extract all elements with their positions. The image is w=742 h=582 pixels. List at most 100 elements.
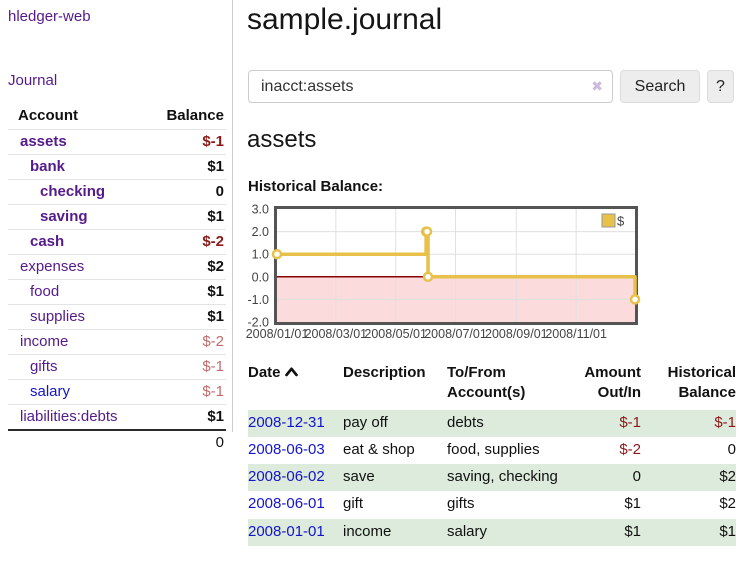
- date-header-label: Date: [248, 364, 281, 381]
- transaction-amount: $-2: [619, 440, 641, 458]
- transaction-amount: $-1: [619, 413, 641, 431]
- help-button[interactable]: ?: [707, 70, 734, 103]
- account-row: gifts $-1: [8, 354, 226, 379]
- sidebar: hledger-web Journal Account Balance asse…: [0, 0, 232, 451]
- transaction-description: eat & shop: [343, 440, 415, 458]
- account-balance: $-1: [202, 383, 224, 400]
- svg-text:2008/07/01: 2008/07/01: [424, 327, 487, 341]
- svg-text:2008/01/01: 2008/01/01: [246, 327, 309, 341]
- account-link[interactable]: saving: [40, 208, 88, 225]
- svg-text:2008/05/01: 2008/05/01: [364, 327, 427, 341]
- description-column-header: Description: [343, 364, 426, 381]
- transaction-date-link[interactable]: 2008-06-03: [248, 440, 325, 458]
- account-heading: assets: [247, 126, 317, 153]
- register-body: 2008-12-31 pay off debts $-1 $-1 2008-06…: [248, 409, 736, 546]
- account-link[interactable]: expenses: [20, 258, 85, 275]
- transaction-accounts: food, supplies: [447, 440, 540, 458]
- chart-canvas: 3.0 2.0 1.0 0.0 -1.0 -2.02008/01/012008/03/01…: [246, 203, 641, 341]
- account-row: saving $1: [8, 204, 226, 229]
- sidebar-divider: [232, 0, 233, 432]
- page-title: sample.journal: [247, 3, 443, 36]
- transaction-row[interactable]: 2008-06-03 eat & shop food, supplies $-2…: [248, 437, 736, 464]
- account-row: expenses $2: [8, 254, 226, 279]
- account-balance: $1: [207, 158, 224, 175]
- account-row: cash $-2: [8, 229, 226, 254]
- transaction-row[interactable]: 2008-06-01 gift gifts $1 $2: [248, 491, 736, 518]
- account-link[interactable]: checking: [40, 183, 106, 200]
- account-link[interactable]: gifts: [30, 358, 58, 375]
- svg-text:2008/03/01: 2008/03/01: [305, 327, 368, 341]
- accounts-table-header: Account Balance: [8, 105, 226, 129]
- svg-text:$: $: [617, 214, 625, 229]
- svg-text:2.0: 2.0: [252, 225, 269, 239]
- account-link[interactable]: food: [30, 283, 60, 300]
- transaction-amount: $1: [624, 522, 641, 540]
- sidebar-item-journal[interactable]: Journal: [8, 72, 58, 89]
- account-link[interactable]: salary: [30, 383, 71, 400]
- register-header-row: Date Description To/From Account(s) Amou…: [248, 360, 736, 410]
- svg-text:2008/11/01: 2008/11/01: [545, 327, 607, 341]
- svg-text:3.0: 3.0: [252, 203, 269, 217]
- svg-text:-2.0: -2.0: [247, 316, 269, 330]
- account-row: assets $-1: [8, 129, 226, 154]
- transaction-row[interactable]: 2008-12-31 pay off debts $-1 $-1: [248, 409, 736, 437]
- account-link[interactable]: supplies: [30, 308, 86, 325]
- date-column-header[interactable]: Date: [248, 360, 343, 410]
- account-balance: $-2: [202, 333, 224, 350]
- transaction-balance: $1: [719, 522, 736, 540]
- transaction-row[interactable]: 2008-06-02 save saving, checking 0 $2: [248, 464, 736, 492]
- historical-balance-chart: 3.0 2.0 1.0 0.0 -1.0 -2.0 2008/01/01 2008/03/01…: [240, 202, 742, 352]
- account-balance: $1: [207, 408, 224, 425]
- account-balance: $2: [207, 258, 224, 275]
- balance-column-header: Balance: [166, 107, 224, 124]
- accounts-total-row: 0: [8, 429, 226, 451]
- account-link[interactable]: liabilities:debts: [20, 408, 118, 425]
- account-row: bank $1: [8, 154, 226, 179]
- transaction-balance: $2: [719, 468, 736, 485]
- account-row: liabilities:debts $1: [8, 404, 226, 429]
- transaction-description: save: [343, 468, 375, 485]
- transaction-accounts: salary: [447, 522, 488, 540]
- account-link[interactable]: cash: [30, 233, 65, 250]
- search-box: ✖: [248, 70, 613, 103]
- account-balance: $-1: [202, 358, 224, 375]
- account-row: salary $-1: [8, 379, 226, 404]
- account-row: food $1: [8, 279, 226, 304]
- transaction-date-link[interactable]: 2008-06-02: [248, 468, 325, 485]
- account-row: supplies $1: [8, 304, 226, 329]
- svg-text:0.0: 0.0: [252, 270, 269, 284]
- account-row: income $-2: [8, 329, 226, 354]
- account-balance: $-1: [202, 133, 224, 150]
- account-link[interactable]: assets: [20, 133, 67, 150]
- balance-column-header: Historical Balance: [667, 364, 736, 402]
- transaction-date-link[interactable]: 2008-06-01: [248, 495, 325, 513]
- transaction-description: gift: [343, 495, 364, 513]
- svg-text:-1.0: -1.0: [247, 293, 269, 307]
- transaction-amount: 0: [632, 468, 641, 485]
- accounts-column-header: To/From Account(s): [447, 364, 526, 402]
- register-table: Date Description To/From Account(s) Amou…: [248, 360, 736, 546]
- account-balance: $-2: [202, 233, 224, 250]
- transaction-row[interactable]: 2008-01-01 income salary $1 $1: [248, 518, 736, 546]
- account-link[interactable]: income: [20, 333, 69, 350]
- transaction-date-link[interactable]: 2008-01-01: [248, 522, 325, 540]
- svg-text:2008/09/01: 2008/09/01: [485, 327, 548, 341]
- search-input[interactable]: [248, 70, 613, 103]
- accounts-total-value: 0: [215, 434, 224, 451]
- account-link[interactable]: bank: [30, 158, 66, 175]
- app-title-link[interactable]: hledger-web: [8, 8, 91, 25]
- transaction-date-link[interactable]: 2008-12-31: [248, 413, 325, 431]
- transaction-balance: $2: [719, 495, 736, 513]
- transaction-accounts: debts: [447, 413, 484, 431]
- clear-search-icon[interactable]: ✖: [591, 78, 603, 94]
- transaction-balance: $-1: [714, 413, 736, 431]
- search-button[interactable]: Search: [620, 70, 700, 103]
- account-balance: $1: [207, 308, 224, 325]
- amount-column-header: Amount Out/In: [584, 364, 641, 402]
- account-row: checking 0: [8, 179, 226, 204]
- chart-label: Historical Balance:: [248, 178, 384, 195]
- account-column-header: Account: [18, 107, 78, 124]
- account-balance: 0: [215, 183, 224, 200]
- accounts-table: Account Balance assets $-1 bank $1 check…: [8, 105, 226, 451]
- transaction-description: income: [343, 522, 392, 540]
